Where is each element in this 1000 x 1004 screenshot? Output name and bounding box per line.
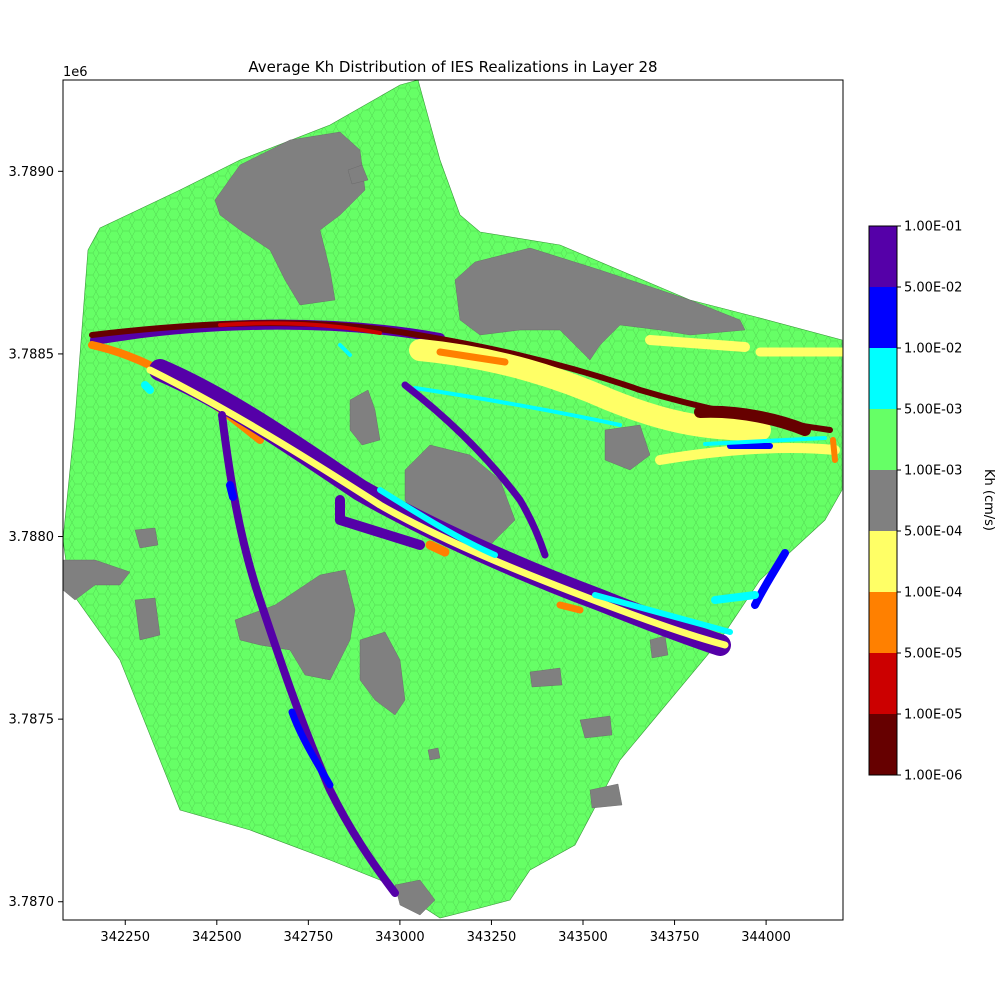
colorbar-frame [868, 225, 898, 776]
colorbar-tick-label: 5.00E-05 [904, 647, 962, 662]
secondary-fault-branch [335, 495, 425, 550]
colorbar-segment [869, 592, 897, 653]
x-tick-label: 342250 [100, 930, 150, 945]
main-fault-cyan-2 [592, 592, 733, 635]
east-darkred-lens [694, 405, 811, 436]
colorbar-tick-label: 1.00E-06 [904, 769, 962, 784]
gray-zone-south [234, 569, 356, 681]
x-tick-label: 342750 [284, 930, 334, 945]
colorbar-segment [869, 287, 897, 348]
sw-fault-blue-1 [226, 481, 237, 501]
colorbar-tick-label: 1.00E-05 [904, 708, 962, 723]
se-cyan-edge [711, 591, 759, 604]
secondary-fault [401, 381, 549, 559]
colorbar-segment [869, 531, 897, 592]
sw-fault-blue-2 [288, 708, 334, 789]
y-axis: 3.7870 3.7875 3.7880 3.7885 3.7890 [9, 165, 63, 910]
gray-zone-center [349, 389, 381, 446]
colorbar-tick-label: 5.00E-02 [904, 281, 962, 296]
y-tick-label: 3.7870 [9, 895, 55, 910]
y-tick-label: 3.7890 [9, 165, 55, 180]
east-yellow-top [645, 335, 750, 352]
east-orange-edge [830, 437, 838, 463]
gray-zone-east [454, 247, 746, 361]
colorbar-label: Kh (cm/s) [981, 469, 996, 531]
gray-zone-small-9 [649, 635, 669, 659]
colorbar-tick-label: 1.00E-01 [904, 220, 962, 235]
axes-frame [62, 79, 844, 921]
gray-zone-small-2 [134, 597, 161, 641]
main-fault-cyan [377, 487, 498, 558]
colorbar-segment [869, 653, 897, 714]
colorbar-segment [869, 226, 897, 287]
gray-zone-small-8 [427, 747, 441, 761]
cyan-thin-fault [413, 386, 622, 427]
chart-title: Average Kh Distribution of IES Realizati… [248, 58, 657, 76]
main-fault-orange-spot-2 [556, 601, 584, 614]
y-tick-label: 3.7880 [9, 530, 55, 545]
cyan-spot-north [338, 343, 352, 357]
colorbar-segment [869, 470, 897, 531]
se-blue-edge [751, 549, 789, 609]
east-cyan [703, 436, 827, 446]
gray-zone-small-4 [589, 783, 623, 809]
east-orange [436, 348, 509, 366]
colorbar-segment [869, 348, 897, 409]
cyan-spot-west [141, 381, 154, 394]
sw-fault [218, 411, 399, 897]
colorbar: 1.00E-06 1.00E-05 5.00E-05 1.00E-04 5.00E-04… [868, 220, 962, 784]
colorbar-tick-label: 5.00E-03 [904, 403, 962, 418]
x-tick-label: 342500 [192, 930, 242, 945]
main-fault-yellow [146, 366, 729, 649]
x-tick-label: 343250 [467, 930, 517, 945]
colorbar-tick-label: 1.00E-02 [904, 342, 962, 357]
gray-zone-small-5 [529, 667, 563, 688]
north-arc-red [218, 321, 382, 335]
colorbar-tick-label: 1.00E-04 [904, 586, 962, 601]
x-tick-label: 343000 [375, 930, 425, 945]
colorbar-segment [869, 714, 897, 775]
gray-zone-east-lobe [604, 424, 651, 471]
gray-zone-north [214, 131, 366, 306]
colorbar-tick-label: 1.00E-03 [904, 464, 962, 479]
main-fault-orange-spot [425, 540, 450, 557]
x-tick-label: 343500 [558, 930, 608, 945]
east-yellow-lower [655, 443, 840, 465]
plot-area [63, 80, 843, 919]
gray-zone-small-1 [134, 527, 159, 549]
gray-zone-south-2 [359, 631, 406, 716]
x-axis: 342250 342500 342750 343000 343250 343500 3437… [100, 920, 791, 945]
gray-zone-west-edge [63, 559, 131, 601]
y-tick-label: 3.7885 [9, 347, 55, 362]
x-tick-label: 344000 [741, 930, 791, 945]
fault-zones [88, 319, 843, 897]
gray-zone-small-3 [579, 715, 613, 739]
y-tick-label: 3.7875 [9, 713, 55, 728]
colorbar-tick-label: 5.00E-04 [904, 525, 962, 540]
gray-zone-small-6 [394, 879, 436, 916]
colorbar-segment [869, 409, 897, 470]
gray-zone-small-7 [347, 164, 369, 185]
x-tick-label: 343750 [650, 930, 700, 945]
y-axis-offset-label: 1e6 [63, 65, 88, 80]
